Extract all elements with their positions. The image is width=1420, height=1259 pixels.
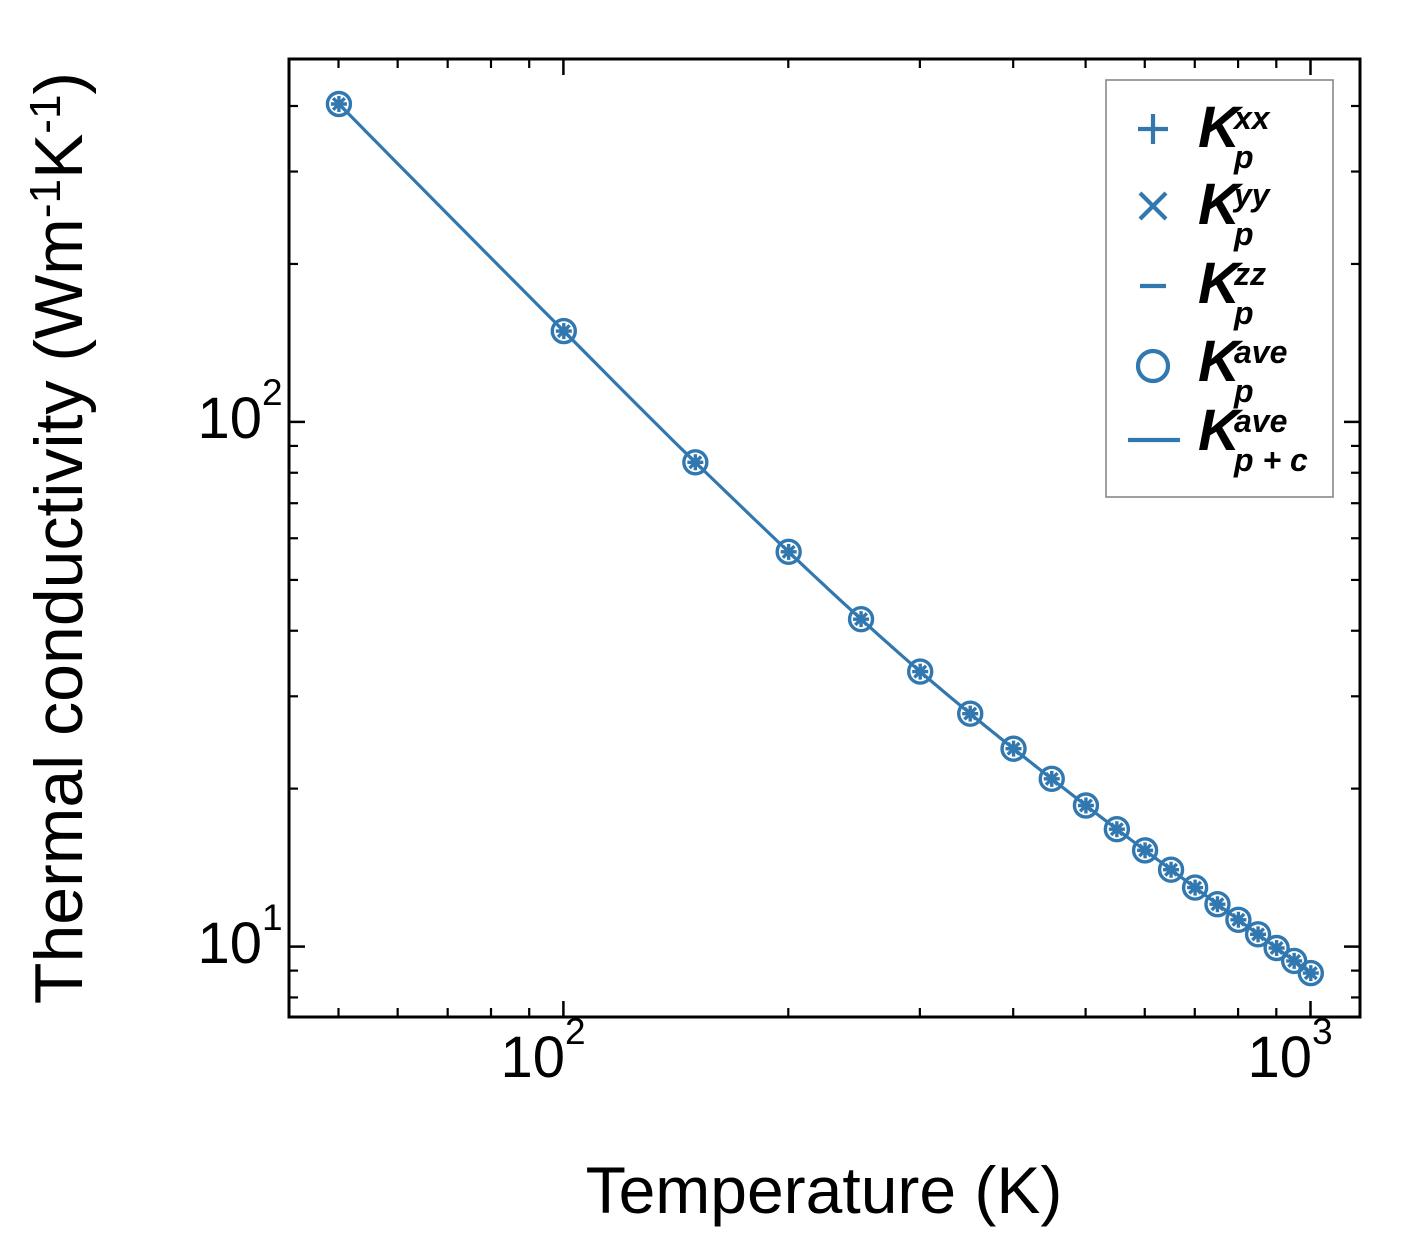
svg-text:ave: ave [1234, 403, 1287, 439]
svg-text:10: 10 [197, 386, 262, 451]
svg-text:p + c: p + c [1233, 442, 1308, 478]
svg-text:Thermal conductivity (Wm-1K-1): Thermal conductivity (Wm-1K-1) [21, 72, 97, 1004]
svg-text:10: 10 [197, 911, 262, 976]
svg-text:2: 2 [262, 372, 283, 413]
svg-text:10: 10 [1247, 1025, 1312, 1090]
svg-text:1: 1 [262, 897, 283, 938]
svg-text:10: 10 [500, 1025, 565, 1090]
svg-text:Temperature (K): Temperature (K) [586, 1153, 1063, 1227]
svg-text:3: 3 [1312, 1011, 1333, 1052]
svg-text:zz: zz [1233, 256, 1266, 292]
svg-text:xx: xx [1232, 100, 1271, 136]
svg-text:2: 2 [565, 1011, 586, 1052]
svg-text:p: p [1233, 139, 1254, 175]
svg-text:yy: yy [1232, 177, 1272, 213]
svg-text:p: p [1233, 295, 1254, 331]
svg-text:p: p [1233, 216, 1254, 252]
svg-text:ave: ave [1234, 334, 1287, 370]
